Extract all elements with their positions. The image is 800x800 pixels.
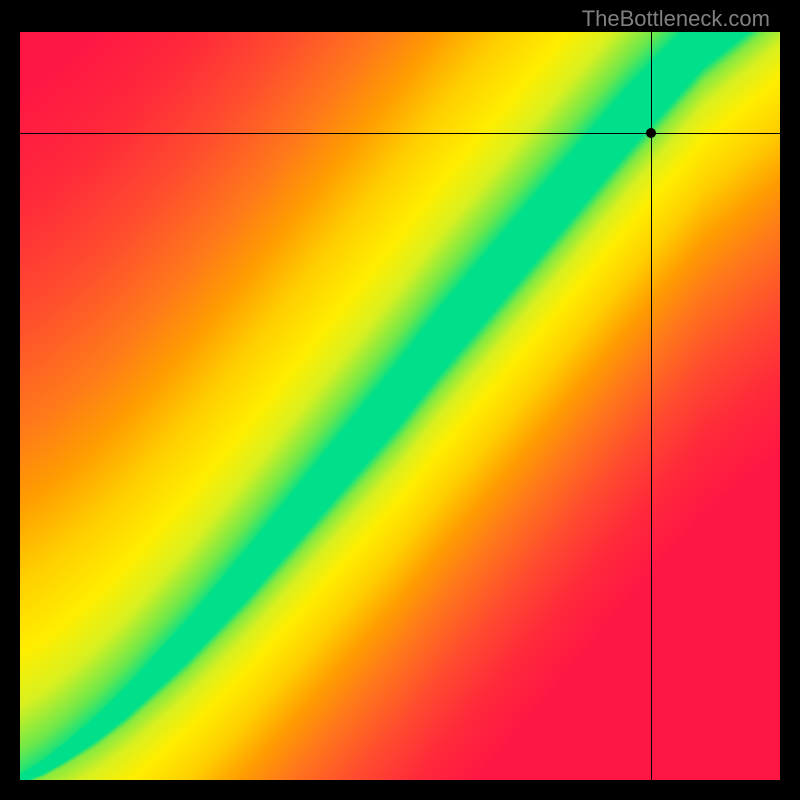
crosshair-marker — [646, 128, 656, 138]
heatmap-plot — [20, 32, 780, 780]
crosshair-vertical — [651, 32, 652, 780]
crosshair-horizontal — [0, 133, 800, 134]
watermark-text: TheBottleneck.com — [582, 6, 770, 32]
heatmap-canvas — [20, 32, 780, 780]
